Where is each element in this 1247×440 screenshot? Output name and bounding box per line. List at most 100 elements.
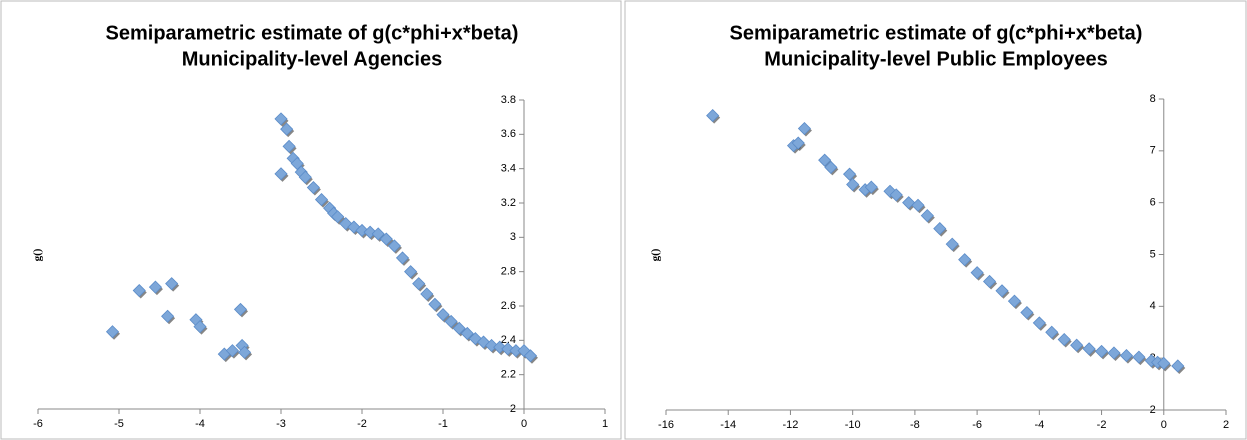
point bbox=[193, 320, 207, 334]
point bbox=[412, 277, 426, 291]
point bbox=[970, 266, 984, 280]
point bbox=[428, 297, 442, 311]
chart-title: Semiparametric estimate of g(c*phi+x*bet… bbox=[106, 22, 519, 44]
point bbox=[379, 232, 393, 246]
point bbox=[902, 196, 916, 210]
point bbox=[1132, 350, 1146, 364]
point bbox=[237, 345, 252, 359]
point bbox=[225, 344, 239, 358]
point bbox=[945, 237, 959, 251]
point bbox=[501, 342, 515, 356]
panel bbox=[624, 0, 1247, 440]
x-tick-label: -4 bbox=[195, 418, 205, 430]
y-tick-label: 8 bbox=[1150, 93, 1156, 105]
y-tick-label: 2.4 bbox=[501, 334, 516, 346]
point bbox=[290, 156, 304, 171]
chart-subtitle: Municipality-level Public Employees bbox=[764, 48, 1107, 70]
x-tick-label: 2 bbox=[1223, 419, 1229, 431]
x-tick-label: -3 bbox=[276, 418, 286, 430]
point bbox=[355, 223, 369, 238]
point bbox=[523, 349, 538, 363]
x-tick-label: -6 bbox=[33, 418, 43, 430]
panel bbox=[0, 0, 622, 440]
point bbox=[818, 153, 832, 167]
y-tick-label: 5 bbox=[1150, 248, 1156, 260]
point bbox=[846, 177, 860, 192]
y-tick-label: 3 bbox=[510, 231, 516, 243]
point bbox=[1057, 332, 1071, 347]
point bbox=[395, 251, 410, 265]
x-tick-label: 1 bbox=[602, 418, 608, 430]
point bbox=[1107, 346, 1121, 360]
point bbox=[274, 167, 288, 181]
point bbox=[468, 332, 482, 346]
point bbox=[864, 180, 878, 194]
point bbox=[889, 188, 903, 202]
x-tick-label: -8 bbox=[910, 419, 920, 431]
point bbox=[460, 326, 474, 341]
x-tick-label: 0 bbox=[521, 418, 527, 430]
point bbox=[1020, 305, 1034, 320]
x-tick-label: 0 bbox=[1161, 419, 1167, 431]
point bbox=[282, 139, 296, 153]
point bbox=[842, 167, 857, 181]
point bbox=[371, 227, 385, 241]
x-tick-label: -14 bbox=[720, 419, 736, 431]
point bbox=[452, 321, 466, 335]
y-tick-label: 6 bbox=[1150, 197, 1156, 209]
point bbox=[444, 314, 458, 329]
point bbox=[105, 325, 120, 339]
y-tick-label: 2.2 bbox=[501, 369, 516, 381]
point bbox=[1070, 338, 1084, 352]
point bbox=[1082, 342, 1096, 356]
point bbox=[911, 198, 925, 212]
point bbox=[791, 136, 805, 150]
y-tick-label: 4 bbox=[1150, 300, 1156, 312]
point bbox=[1171, 359, 1185, 373]
point bbox=[306, 180, 320, 195]
point bbox=[387, 239, 401, 253]
x-tick-label: -5 bbox=[114, 418, 124, 430]
point bbox=[148, 280, 163, 294]
point bbox=[404, 265, 418, 279]
point bbox=[1032, 316, 1046, 330]
y-tick-label: 2 bbox=[510, 403, 516, 415]
point bbox=[1119, 349, 1134, 363]
x-tick-label: -2 bbox=[1097, 419, 1107, 431]
point bbox=[233, 302, 248, 316]
point bbox=[920, 209, 934, 223]
point bbox=[982, 274, 997, 289]
point bbox=[331, 210, 345, 224]
point bbox=[161, 309, 175, 323]
point bbox=[420, 287, 434, 301]
y-tick-label: 3.8 bbox=[501, 94, 516, 106]
point bbox=[933, 222, 947, 236]
chart-subtitle: Municipality-level Agencies bbox=[182, 48, 442, 70]
y-tick-label: 2.6 bbox=[501, 300, 516, 312]
y-tick-label: 2 bbox=[1150, 404, 1156, 416]
point bbox=[824, 160, 838, 174]
y-tick-label: 3.2 bbox=[501, 197, 516, 209]
x-tick-label: -6 bbox=[972, 419, 982, 431]
y-tick-label: 3.4 bbox=[501, 163, 516, 175]
chart-title: Semiparametric estimate of g(c*phi+x*bet… bbox=[730, 22, 1143, 44]
point bbox=[298, 170, 312, 184]
point bbox=[274, 112, 288, 126]
y-tick-label: 3.6 bbox=[501, 128, 516, 140]
x-tick-label: -2 bbox=[357, 418, 367, 430]
x-tick-label: -16 bbox=[658, 419, 674, 431]
point bbox=[1094, 344, 1109, 358]
x-tick-label: -10 bbox=[845, 419, 861, 431]
point bbox=[314, 193, 329, 207]
point bbox=[1157, 356, 1171, 370]
point bbox=[706, 109, 720, 123]
x-tick-label: -4 bbox=[1034, 419, 1044, 431]
point bbox=[1007, 294, 1022, 308]
point bbox=[436, 308, 450, 322]
x-tick-label: -12 bbox=[782, 419, 798, 431]
y-tick-label: 2.8 bbox=[501, 266, 516, 278]
point bbox=[165, 277, 179, 291]
point bbox=[1045, 325, 1059, 339]
point bbox=[797, 121, 812, 136]
